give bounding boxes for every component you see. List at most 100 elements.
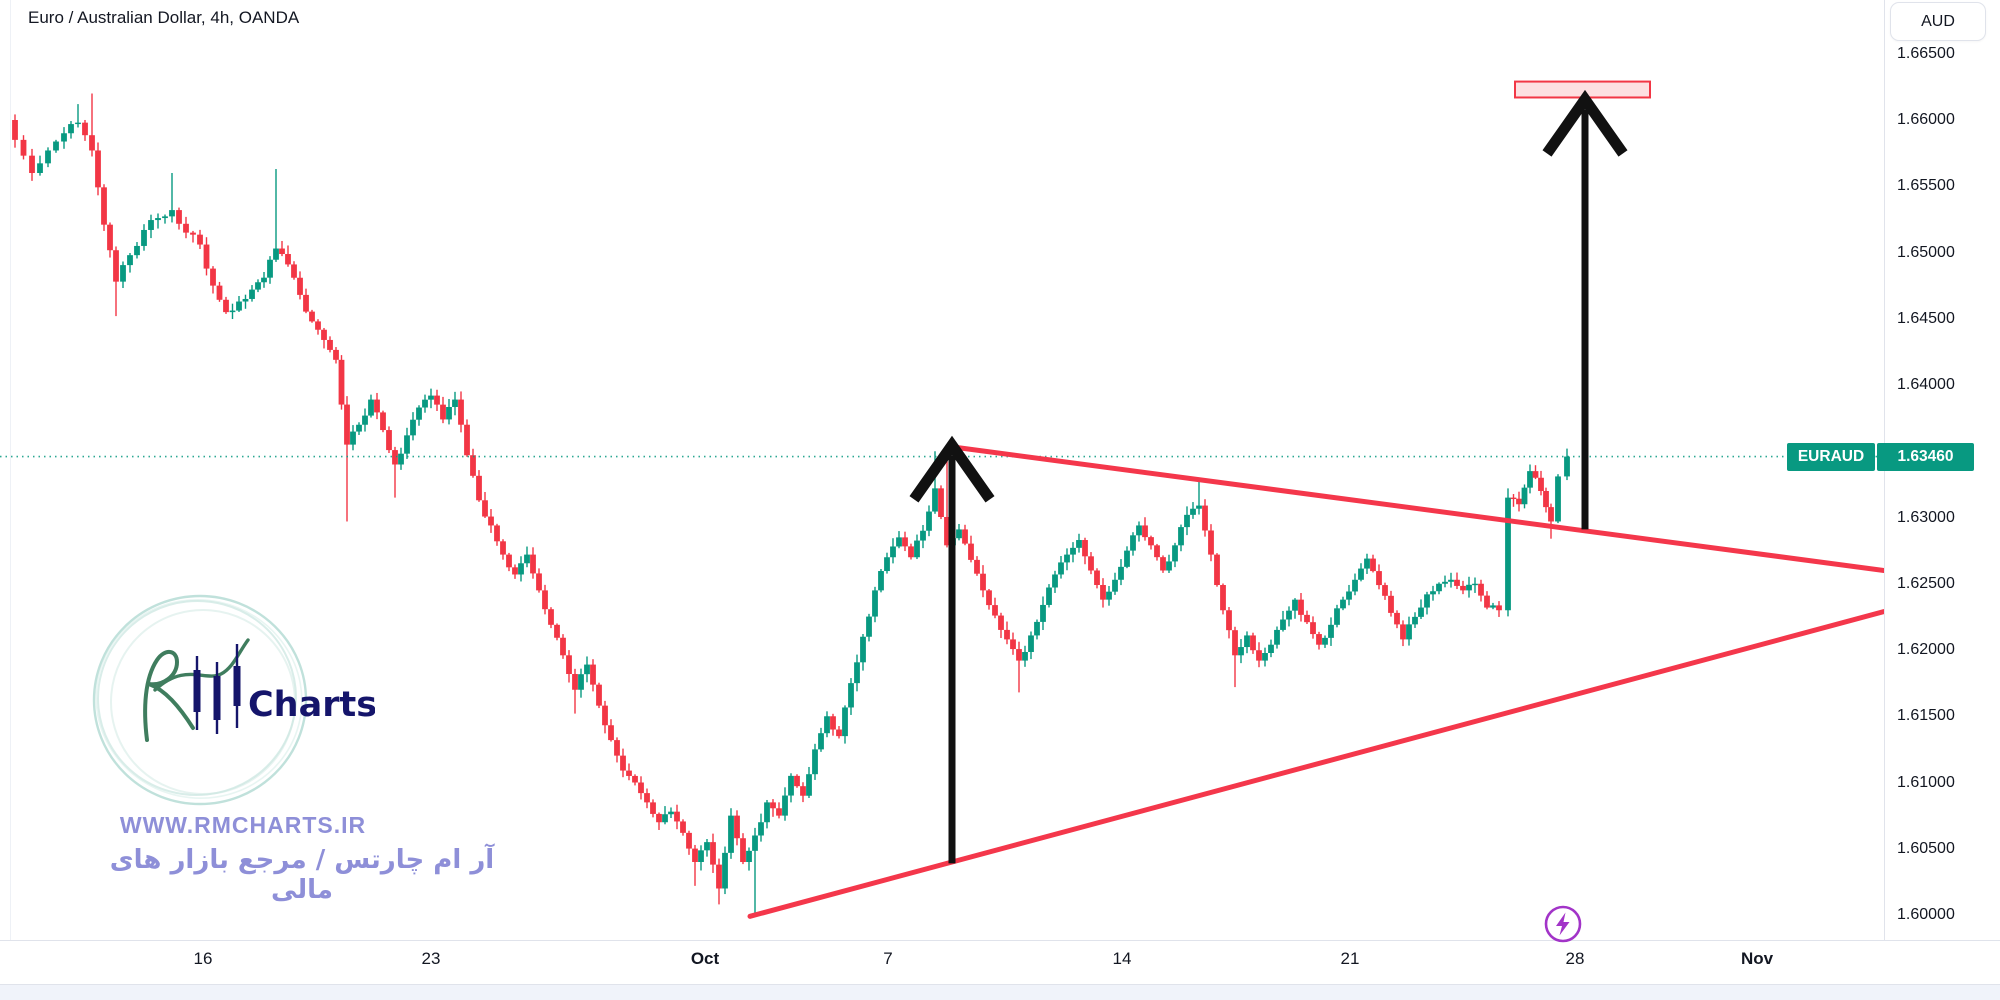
candle-down [1543, 491, 1549, 508]
candle-down [938, 488, 944, 517]
candle-down [458, 399, 464, 425]
candle-down [512, 567, 518, 575]
candle-up [1340, 599, 1346, 609]
candle-up [1178, 527, 1184, 546]
candle-up [1124, 550, 1130, 567]
candlestick-chart[interactable] [0, 0, 1884, 940]
projection-arrow-head[interactable] [1542, 89, 1628, 157]
candle-down [482, 500, 488, 517]
candle-up [1262, 653, 1268, 661]
price-axis[interactable]: AUD 1.66500 1.66000 1.65500 1.65000 1.64500 1… [1884, 0, 2000, 985]
candle-up [806, 774, 812, 796]
symbol-title[interactable]: Euro / Australian Dollar, 4h, OANDA [28, 8, 300, 27]
candle-down [309, 311, 315, 322]
candle-up [1448, 579, 1454, 582]
candle-down [20, 139, 27, 156]
candle-up [1472, 583, 1478, 586]
candle-down [506, 554, 512, 568]
lightning-bolt-icon[interactable] [1542, 903, 1584, 945]
candle-up [884, 557, 890, 572]
candle-up [518, 563, 524, 575]
candle-down [1214, 554, 1220, 586]
candle-down [1232, 630, 1238, 656]
candle-down [440, 404, 446, 420]
candle-down [542, 590, 548, 610]
projection-arrow-head[interactable] [909, 435, 995, 503]
candle-down [836, 729, 842, 737]
candle-down [680, 821, 686, 833]
logo-brand-text: Charts [248, 685, 375, 725]
candle-down [1460, 585, 1466, 591]
candle-up [932, 488, 938, 512]
trendline-upper[interactable] [952, 444, 1884, 573]
candle-down [554, 624, 560, 638]
candle-up [758, 822, 764, 836]
time-tick-label: 28 [1565, 949, 1585, 968]
candle-up [878, 571, 884, 591]
candle-up [1274, 629, 1280, 645]
candle-up [788, 775, 794, 796]
candle-down [113, 250, 119, 282]
candle-up [1527, 471, 1533, 488]
candle-up [842, 707, 848, 737]
candle-down [1100, 585, 1106, 600]
candle-down [338, 359, 345, 405]
candle-down [686, 832, 692, 849]
candle-down [980, 573, 986, 591]
candle-down [210, 268, 216, 286]
candle-down [470, 455, 476, 476]
candle-down [374, 399, 380, 413]
time-axis[interactable]: 16 23 Oct 7 14 21 28 Nov [0, 941, 2000, 985]
candle-up [914, 540, 920, 558]
candle-up [746, 850, 752, 862]
candle-down [216, 285, 223, 300]
candle-down [560, 637, 566, 656]
candle-up [812, 749, 818, 775]
candle-up [896, 537, 902, 547]
candle-up [920, 530, 926, 541]
candle-down [183, 223, 189, 233]
candle-down [1148, 537, 1154, 546]
candle-down [1250, 635, 1256, 651]
candle-up [1106, 591, 1112, 600]
candle-down [530, 554, 536, 574]
candle-up [1430, 591, 1436, 595]
candle-up [68, 124, 74, 134]
candle-up [1022, 651, 1028, 661]
candle-down [1400, 624, 1406, 640]
candle-up [1052, 574, 1058, 588]
candle-up [267, 259, 273, 278]
trendline-lower[interactable] [747, 609, 1884, 919]
candle-up [722, 852, 728, 889]
currency-button[interactable]: AUD [1890, 2, 1986, 41]
candle-down [1094, 570, 1100, 586]
candle-up [75, 122, 81, 125]
candle-up [155, 218, 161, 221]
price-tick-label: 1.64500 [1897, 309, 1955, 327]
candle-down [1478, 583, 1484, 596]
candle-up [1286, 610, 1292, 620]
candle-up [1328, 624, 1334, 638]
bottom-toolbar-strip [0, 984, 2000, 1000]
candle-up [428, 395, 434, 400]
candle-down [620, 755, 626, 771]
candle-up [1412, 616, 1418, 625]
candle-down [992, 605, 998, 616]
candle-down [1082, 540, 1088, 557]
candle-up [698, 850, 704, 862]
candle-down [908, 546, 914, 558]
candle-down [638, 782, 644, 794]
candle-up [848, 683, 854, 708]
candle-up [1358, 568, 1364, 580]
chart-pane[interactable]: Charts WWW.RMCHARTS.IR آر ام چارتس / مرج… [0, 0, 1884, 940]
candle-down [197, 234, 203, 245]
candle-down [464, 424, 470, 456]
candle-up [1346, 591, 1352, 600]
logo-circle-sketch [95, 599, 303, 799]
candle-up [1040, 604, 1046, 622]
candle-down [176, 210, 182, 224]
candle-down [968, 543, 974, 560]
candle-down [1220, 585, 1226, 611]
candle-down [1208, 530, 1214, 555]
candle-up [1406, 624, 1412, 640]
